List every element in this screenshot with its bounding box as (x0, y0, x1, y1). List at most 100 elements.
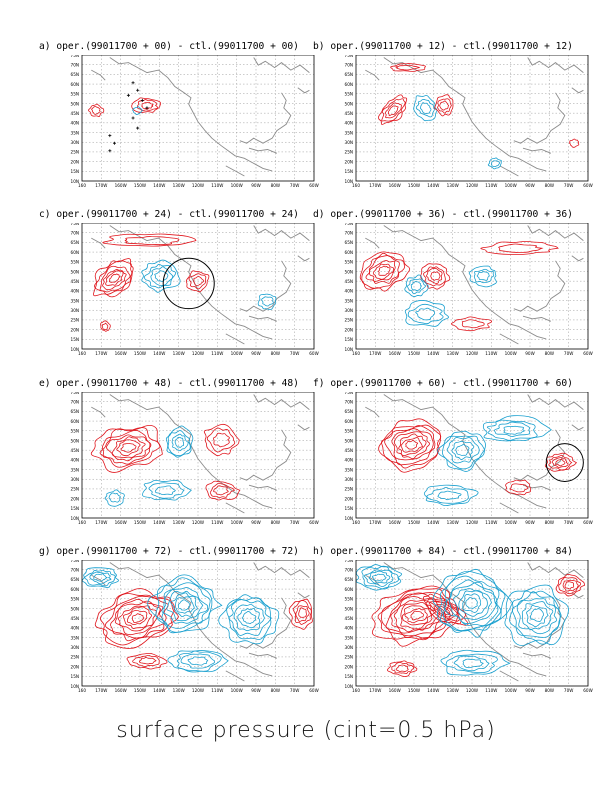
lat-tick-label: 55N (345, 429, 353, 434)
lat-tick-label: 30N (71, 140, 79, 145)
observation-marker (145, 106, 149, 110)
observation-marker (112, 141, 116, 145)
lat-tick-label: 45N (345, 616, 353, 621)
map-panel: g) oper.(99011700 + 72) - ctl.(99011700 … (39, 545, 330, 710)
lat-tick-label: 25N (345, 655, 353, 660)
lon-tick-label: 60W (309, 688, 318, 693)
contour-positive (94, 260, 133, 295)
lat-tick-label: 20N (71, 496, 79, 501)
contour-positive (434, 94, 454, 117)
map-plot: 75N 70N 65N 60N 55N 50N 45N 40N 35N 30N 25N 20N 15N 1… (345, 223, 593, 356)
lon-tick-label: 130W (447, 688, 459, 693)
lon-tick-label: 110W (485, 688, 497, 693)
contour-negative (415, 99, 435, 118)
coastline (239, 92, 292, 144)
lon-tick-label: 140W (153, 351, 165, 356)
lon-tick-label: 130W (173, 688, 185, 693)
coastline (499, 333, 519, 345)
lat-tick-label: 15N (71, 674, 79, 679)
coastline (522, 147, 552, 154)
lat-tick-label: 40N (71, 289, 79, 294)
lat-tick-label: 55N (345, 260, 353, 265)
lat-tick-label: 35N (345, 635, 353, 640)
contour-negative (363, 569, 394, 587)
lon-tick-label: 150W (408, 183, 420, 188)
lat-tick-label: 45N (71, 279, 79, 284)
lon-tick-label: 90W (525, 183, 534, 188)
map-frame (355, 55, 589, 182)
contour-positive (117, 605, 157, 632)
map-plot: 75N 70N 65N 60N 55N 50N 45N 40N 35N 30N 25N 20N 15N 1… (71, 55, 319, 188)
lat-tick-label: 10N (345, 684, 353, 689)
lon-tick-label: 140W (153, 520, 165, 525)
coastline (253, 225, 310, 241)
contour-positive (386, 660, 418, 677)
lat-tick-label: 75N (71, 55, 79, 58)
lat-tick-label: 30N (71, 645, 79, 650)
lon-tick-label: 170W (369, 351, 381, 356)
lat-tick-label: 40N (71, 626, 79, 631)
contour-positive (558, 577, 582, 595)
coastline (527, 562, 584, 578)
contour-positive (384, 102, 402, 119)
coastline (297, 87, 310, 94)
lon-tick-label: 70W (290, 688, 299, 693)
lat-tick-label: 30N (71, 308, 79, 313)
lat-tick-label: 20N (71, 664, 79, 669)
lat-tick-label: 60N (345, 587, 353, 592)
contour-positive (292, 600, 312, 625)
lon-tick-label: 170W (95, 351, 107, 356)
lon-tick-label: 60W (583, 183, 592, 188)
contour-positive (94, 588, 179, 649)
lat-tick-label: 25N (345, 150, 353, 155)
contour-positive (108, 273, 121, 283)
lat-tick-label: 30N (345, 477, 353, 482)
contour-positive (480, 241, 559, 255)
lat-tick-label: 35N (71, 298, 79, 303)
lat-tick-label: 10N (345, 516, 353, 521)
lon-tick-label: 170W (95, 183, 107, 188)
lon-tick-label: 70W (564, 520, 573, 525)
lat-tick-label: 45N (71, 111, 79, 116)
lon-tick-label: 100W (505, 351, 517, 356)
contour-positive (398, 433, 427, 457)
contour-negative (521, 601, 554, 631)
lon-tick-label: 170W (369, 688, 381, 693)
contour-negative (368, 570, 391, 584)
contour-negative (440, 649, 511, 676)
contour-positive (425, 267, 443, 284)
observation-marker (126, 93, 130, 97)
lat-tick-label: 40N (71, 121, 79, 126)
lat-tick-label: 20N (71, 159, 79, 164)
contour-positive (437, 98, 452, 114)
contour-negative (166, 590, 204, 621)
lat-tick-label: 70N (71, 62, 79, 67)
contour-positive (387, 105, 399, 116)
lat-tick-label: 55N (345, 92, 353, 97)
lat-tick-label: 60N (71, 82, 79, 87)
contour-positive (562, 580, 579, 592)
lon-tick-label: 100W (231, 351, 243, 356)
contour-positive (548, 454, 573, 471)
contour-positive (395, 65, 421, 71)
contour-negative (442, 435, 486, 470)
coastline (239, 597, 292, 649)
lon-tick-label: 110W (211, 351, 223, 356)
map-panel: e) oper.(99011700 + 48) - ctl.(99011700 … (39, 377, 330, 542)
contour-negative (451, 440, 475, 460)
contour-positive (209, 483, 236, 499)
lon-tick-label: 90W (251, 183, 260, 188)
observation-marker (108, 134, 112, 138)
contour-negative (445, 653, 498, 674)
lat-tick-label: 70N (345, 567, 353, 572)
lat-tick-label: 35N (345, 130, 353, 135)
contour-negative (476, 271, 490, 281)
lon-tick-label: 100W (231, 688, 243, 693)
lat-tick-label: 65N (345, 577, 353, 582)
contour-positive (422, 593, 469, 626)
coastline (365, 69, 380, 81)
contour-negative (228, 599, 272, 637)
coastline (297, 424, 310, 431)
lon-tick-label: 120W (192, 688, 204, 693)
contour-negative (446, 437, 480, 464)
